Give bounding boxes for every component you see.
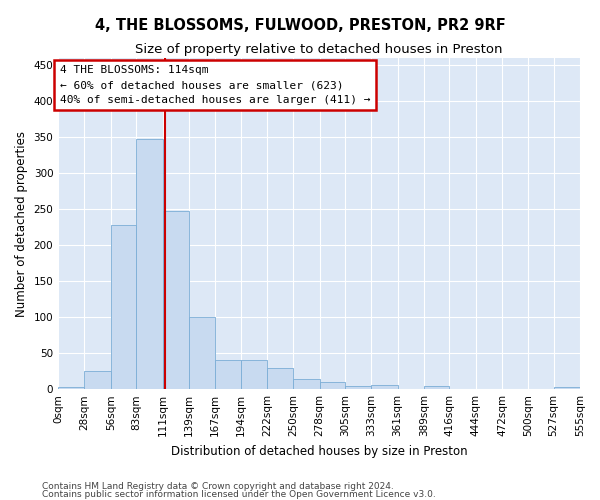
Text: 4, THE BLOSSOMS, FULWOOD, PRESTON, PR2 9RF: 4, THE BLOSSOMS, FULWOOD, PRESTON, PR2 9… — [95, 18, 505, 32]
Bar — [189, 317, 215, 389]
Bar — [293, 379, 320, 389]
Bar — [111, 225, 136, 389]
Bar — [554, 387, 580, 389]
Bar — [215, 360, 241, 389]
Bar — [320, 382, 345, 389]
Bar — [58, 387, 85, 389]
Text: 4 THE BLOSSOMS: 114sqm
← 60% of detached houses are smaller (623)
40% of semi-de: 4 THE BLOSSOMS: 114sqm ← 60% of detached… — [60, 66, 371, 105]
Text: Contains HM Land Registry data © Crown copyright and database right 2024.: Contains HM Land Registry data © Crown c… — [42, 482, 394, 491]
Bar — [371, 385, 398, 389]
Title: Size of property relative to detached houses in Preston: Size of property relative to detached ho… — [136, 42, 503, 56]
Y-axis label: Number of detached properties: Number of detached properties — [15, 130, 28, 316]
Bar — [267, 368, 293, 389]
Bar — [136, 140, 163, 389]
X-axis label: Distribution of detached houses by size in Preston: Distribution of detached houses by size … — [171, 444, 467, 458]
Bar — [163, 212, 189, 389]
Bar — [241, 360, 267, 389]
Bar — [424, 386, 449, 389]
Bar — [85, 371, 111, 389]
Bar — [345, 386, 371, 389]
Text: Contains public sector information licensed under the Open Government Licence v3: Contains public sector information licen… — [42, 490, 436, 499]
